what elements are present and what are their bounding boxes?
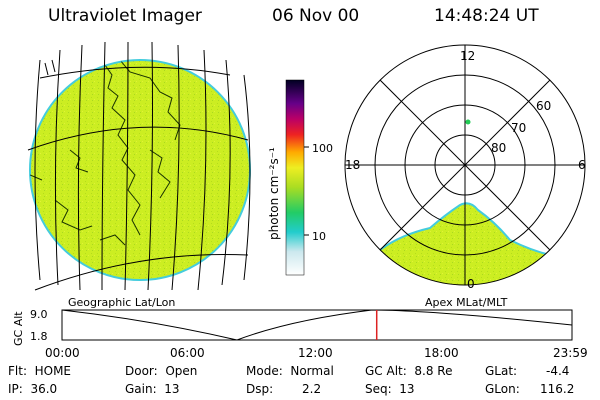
gain-status: Gain: 13 bbox=[125, 382, 180, 396]
flight-status: Flt: HOME bbox=[8, 364, 72, 378]
mlt-label-12: 12 bbox=[460, 49, 475, 63]
glat-label: GLat: bbox=[485, 364, 518, 378]
mlt-label-6: 6 bbox=[578, 158, 586, 172]
lat-lon-grid bbox=[27, 41, 251, 291]
glon-label: GLon: bbox=[485, 382, 520, 396]
lat-label-70: 70 bbox=[511, 121, 526, 135]
mlt-label-0: 0 bbox=[467, 277, 475, 291]
dsp-label: Dsp: bbox=[246, 382, 274, 396]
mode-status: Mode: Normal bbox=[246, 364, 334, 378]
gc-alt-status: GC Alt: 8.8 Re bbox=[365, 364, 453, 378]
timeline-ylabel: GC Alt bbox=[12, 311, 25, 346]
door-status: Door: Open bbox=[125, 364, 198, 378]
instrument-title: Ultraviolet Imager bbox=[48, 6, 202, 26]
timeline-xtick-0000: 00:00 bbox=[45, 346, 80, 360]
colorbar-tick-label-10: 10 bbox=[312, 230, 326, 243]
lat-label-60: 60 bbox=[536, 99, 551, 113]
timeline-right-title: Apex MLat/MLT bbox=[425, 296, 508, 309]
glon-value: 116.2 bbox=[540, 382, 575, 396]
timeline-xtick-0600: 06:00 bbox=[170, 346, 205, 360]
lat-label-80: 80 bbox=[491, 141, 506, 155]
polar-diagonal-2 bbox=[379, 79, 551, 251]
timeline-ymax: 9.0 bbox=[30, 308, 48, 321]
date-label: 06 Nov 00 bbox=[272, 6, 360, 26]
colorbar-tick-label-100: 100 bbox=[312, 142, 333, 155]
globe-image bbox=[29, 59, 251, 281]
colorbar-label: photon cm⁻²s⁻¹ bbox=[267, 147, 281, 240]
globe-disk bbox=[29, 59, 251, 281]
timeline-left-title: Geographic Lat/Lon bbox=[68, 296, 175, 309]
glat-value: -4.4 bbox=[546, 364, 570, 378]
ip-status: IP: 36.0 bbox=[8, 382, 58, 396]
mlt-label-18: 18 bbox=[345, 158, 360, 172]
dsp-value: 2.2 bbox=[302, 382, 322, 396]
polar-plot bbox=[344, 44, 586, 286]
timeline-xtick-2359: 23:59 bbox=[553, 346, 588, 360]
timeline-frame bbox=[61, 309, 573, 341]
time-label: 14:48:24 UT bbox=[434, 6, 539, 26]
timeline-xtick-1200: 12:00 bbox=[298, 346, 333, 360]
coastlines bbox=[30, 60, 181, 246]
timeline-ymin: 1.8 bbox=[30, 330, 48, 343]
auroral-oval bbox=[358, 202, 562, 285]
altitude-curve bbox=[61, 309, 573, 341]
timeline-xtick-1800: 18:00 bbox=[424, 346, 459, 360]
emission-spot bbox=[465, 119, 471, 125]
altitude-timeline bbox=[61, 309, 573, 341]
colorbar bbox=[285, 79, 305, 276]
seq-status: Seq: 13 bbox=[365, 382, 415, 396]
